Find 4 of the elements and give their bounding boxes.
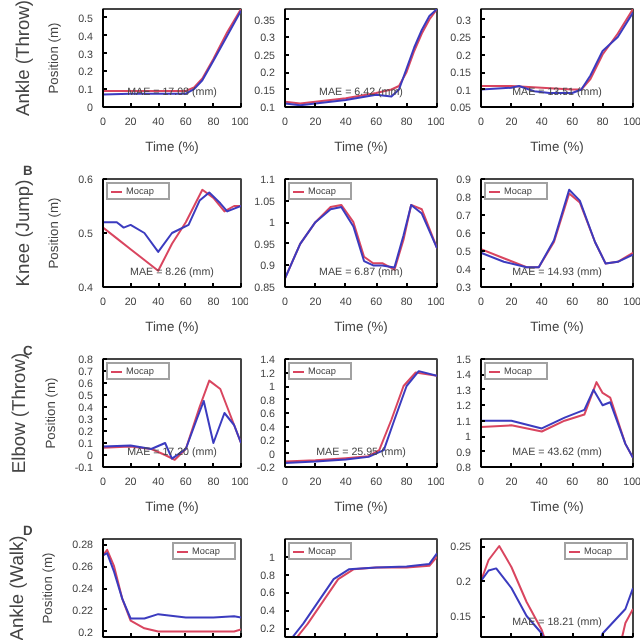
text: Ankle (Throw) (13, 0, 33, 117)
text: Elbow (Throw) (9, 352, 29, 474)
text: Ankle (Walk) (7, 535, 27, 640)
text: Knee (Jump) (13, 179, 33, 287)
